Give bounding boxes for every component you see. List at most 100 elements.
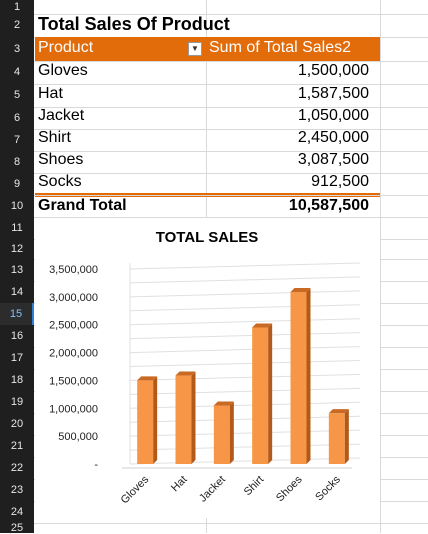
row-number[interactable]: 19 — [10, 396, 24, 408]
y-tick-label: 1,000,000 — [49, 403, 98, 415]
pivot-value-cell[interactable]: 1,500,000 — [297, 62, 369, 79]
row-number[interactable]: 6 — [13, 112, 21, 124]
bar-top — [328, 409, 349, 414]
row-number[interactable]: 20 — [10, 418, 24, 430]
row-divider — [34, 523, 428, 524]
bar — [252, 327, 269, 464]
grand-total-border — [35, 193, 380, 195]
x-tick-label: Jacket — [197, 474, 228, 505]
x-tick-label: Socks — [313, 473, 343, 503]
column-divider — [380, 0, 381, 533]
row-number[interactable]: 7 — [13, 134, 21, 146]
gridline — [129, 332, 361, 340]
pivot-product-cell[interactable]: Socks — [38, 173, 82, 190]
row-divider — [34, 151, 428, 152]
row-number[interactable]: 9 — [13, 178, 21, 190]
pivot-product-cell[interactable]: Shirt — [38, 129, 71, 146]
row-divider — [34, 173, 428, 174]
bar-top — [213, 401, 234, 406]
x-tick-label: Shirt — [242, 474, 266, 498]
pivot-title[interactable]: Total Sales Of Product — [38, 14, 230, 34]
pivot-value-cell[interactable]: 1,587,500 — [297, 85, 369, 102]
row-number[interactable]: 10 — [10, 200, 24, 212]
bar-side — [268, 323, 273, 464]
row-number[interactable]: 11 — [11, 222, 23, 234]
y-tick-label: 500,000 — [58, 431, 98, 443]
pivot-product-cell[interactable]: Hat — [38, 85, 63, 102]
row-number[interactable]: 15 — [0, 303, 34, 325]
row-divider — [34, 129, 428, 130]
x-tick-label: Hat — [169, 474, 190, 495]
bar — [213, 405, 230, 464]
gridline — [129, 373, 361, 381]
gridline — [129, 457, 361, 465]
gridline — [129, 318, 361, 326]
bar-top — [290, 287, 311, 292]
row-number[interactable]: 14 — [10, 286, 24, 298]
row-divider — [34, 217, 428, 218]
bar — [290, 291, 307, 464]
y-tick-label: 2,500,000 — [49, 320, 98, 332]
gridline — [129, 304, 361, 312]
product-column-header[interactable]: Product — [38, 39, 94, 56]
row-number[interactable]: 25 — [10, 522, 24, 534]
bar-side — [344, 409, 349, 464]
bar-side — [191, 371, 196, 464]
row-number[interactable]: 5 — [13, 89, 21, 101]
bar — [175, 375, 192, 464]
bar-top — [252, 323, 273, 328]
bar-top — [175, 371, 196, 376]
row-divider — [34, 61, 428, 62]
row-divider — [34, 14, 428, 15]
row-number[interactable]: 16 — [10, 330, 24, 342]
row-number[interactable]: 4 — [13, 66, 21, 78]
x-tick-label: Shoes — [274, 473, 305, 504]
row-number[interactable]: 2 — [13, 19, 21, 31]
pivot-product-cell[interactable]: Gloves — [38, 62, 88, 79]
grand-total-label[interactable]: Grand Total — [38, 197, 127, 214]
gridline — [129, 262, 361, 270]
pivot-product-cell[interactable]: Shoes — [38, 151, 84, 168]
grand-total-border — [35, 196, 380, 197]
y-tick-label: - — [94, 459, 98, 471]
bar-side — [153, 376, 158, 464]
gridline — [129, 429, 361, 437]
row-number[interactable]: 17 — [10, 352, 24, 364]
row-header-column[interactable]: 1 2 3 4 5 6 7 8 9 10 11 12 13 14 15 16 17 18 19 20 21 22 23 24 2… — [0, 0, 34, 534]
pivot-value-cell[interactable]: 2,450,000 — [297, 129, 369, 146]
sum-column-header[interactable]: Sum of Total Sales2 — [209, 39, 352, 56]
row-number[interactable]: 22 — [10, 462, 24, 474]
filter-dropdown-icon[interactable]: ▼ — [188, 42, 202, 56]
row-number[interactable]: 24 — [10, 506, 24, 518]
bar — [328, 413, 345, 464]
chart-svg: TOTAL SALES - 500,000 1,000,000 1,500,000 2,0… — [49, 229, 361, 506]
gridline — [129, 443, 361, 451]
y-tick-label: 1,500,000 — [49, 375, 98, 387]
row-number[interactable]: 21 — [10, 440, 24, 452]
row-divider — [34, 107, 428, 108]
gridline — [129, 346, 361, 354]
row-number[interactable]: 3 — [13, 43, 21, 55]
pivot-value-cell[interactable]: 1,050,000 — [297, 107, 369, 124]
total-sales-chart[interactable]: TOTAL SALES - 500,000 1,000,000 1,500,000 2,0… — [35, 218, 380, 518]
pivot-header-row — [35, 37, 380, 61]
pivot-value-cell[interactable]: 912,500 — [311, 173, 369, 190]
gridline — [129, 360, 361, 367]
y-tick-label: 2,000,000 — [49, 348, 98, 360]
y-tick-label: 3,000,000 — [49, 292, 98, 304]
row-number[interactable]: 8 — [13, 156, 21, 168]
bar-side — [306, 287, 311, 464]
row-divider — [34, 195, 428, 196]
row-number[interactable]: 18 — [10, 374, 24, 386]
row-number[interactable]: 12 — [10, 243, 24, 255]
bar-side — [229, 401, 234, 464]
row-number[interactable]: 13 — [10, 264, 24, 276]
row-number[interactable]: 23 — [10, 484, 24, 496]
pivot-value-cell[interactable]: 3,087,500 — [297, 151, 369, 168]
gridline — [129, 276, 361, 284]
pivot-product-cell[interactable]: Jacket — [38, 107, 85, 124]
row-divider — [34, 84, 428, 85]
y-tick-label: 3,500,000 — [49, 264, 98, 276]
grand-total-value[interactable]: 10,587,500 — [288, 197, 369, 214]
row-number[interactable]: 1 — [13, 1, 21, 13]
